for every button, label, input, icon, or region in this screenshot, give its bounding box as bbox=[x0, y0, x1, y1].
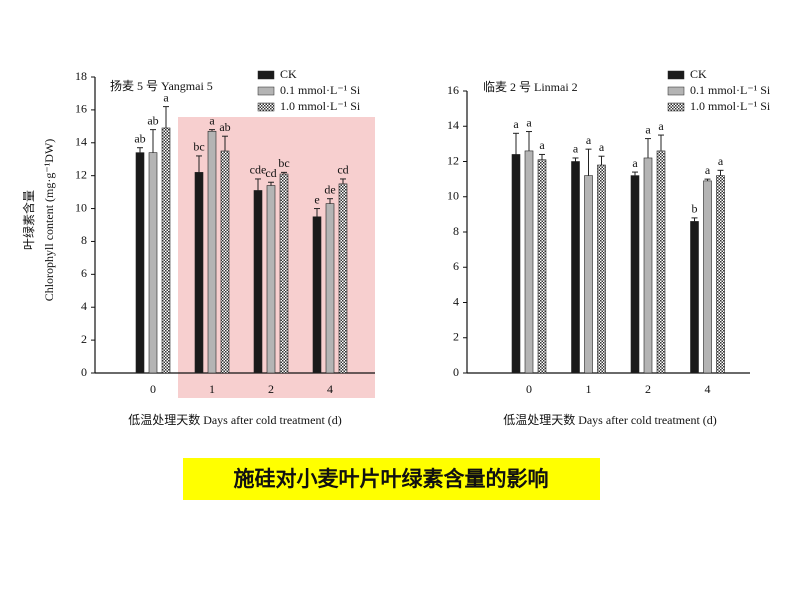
bar bbox=[511, 154, 521, 374]
bar bbox=[537, 159, 547, 374]
significance-letter: cde bbox=[250, 163, 267, 177]
significance-letter: a bbox=[513, 117, 519, 131]
bar bbox=[703, 180, 712, 374]
bar bbox=[584, 175, 593, 374]
y-tick-label: 8 bbox=[81, 233, 87, 247]
caption: 施硅对小麦叶片叶绿素含量的影响 bbox=[234, 467, 549, 491]
chart-title: 临麦 2 号 Linmai 2 bbox=[483, 80, 578, 94]
bar bbox=[207, 130, 217, 374]
significance-letter: bc bbox=[193, 140, 204, 154]
y-tick-label: 6 bbox=[81, 266, 87, 280]
y-tick-label: 16 bbox=[75, 102, 87, 116]
significance-letter: a bbox=[718, 154, 724, 168]
x-tick-label: 2 bbox=[268, 382, 274, 396]
legend-swatch bbox=[667, 86, 685, 96]
legend-label: 0.1 mmol·L⁻¹ Si bbox=[280, 83, 361, 97]
bar bbox=[338, 183, 348, 374]
legend-swatch bbox=[667, 70, 685, 80]
y-tick-label: 14 bbox=[75, 135, 87, 149]
significance-letter: bc bbox=[278, 156, 289, 170]
legend-swatch bbox=[257, 86, 275, 96]
y-tick-label: 14 bbox=[447, 118, 459, 132]
bar bbox=[656, 150, 666, 374]
bar bbox=[135, 152, 145, 374]
legend-label: 0.1 mmol·L⁻¹ Si bbox=[690, 83, 771, 97]
significance-letter: a bbox=[573, 142, 579, 156]
significance-letter: a bbox=[705, 163, 711, 177]
x-tick-label: 0 bbox=[526, 382, 532, 396]
significance-letter: a bbox=[539, 138, 545, 152]
bar bbox=[194, 172, 204, 374]
x-tick-label: 2 bbox=[645, 382, 651, 396]
y-tick-label: 6 bbox=[453, 259, 459, 273]
bar bbox=[643, 157, 653, 374]
caption-box bbox=[183, 458, 600, 500]
y-tick-label: 16 bbox=[447, 83, 459, 97]
significance-letter: ab bbox=[219, 120, 230, 134]
y-tick-label: 0 bbox=[81, 365, 87, 379]
bar bbox=[690, 221, 699, 374]
significance-letter: a bbox=[632, 156, 638, 170]
significance-letter: a bbox=[209, 113, 215, 127]
x-tick-label: 4 bbox=[327, 382, 333, 396]
significance-letter: cd bbox=[265, 166, 276, 180]
significance-letter: cd bbox=[337, 163, 348, 177]
legend-swatch bbox=[257, 102, 275, 112]
bar bbox=[597, 164, 606, 374]
y-tick-label: 10 bbox=[447, 189, 459, 203]
bar bbox=[220, 150, 230, 374]
significance-letter: a bbox=[658, 119, 664, 133]
y-tick-label: 2 bbox=[81, 332, 87, 346]
bar bbox=[253, 190, 263, 374]
legend-label: CK bbox=[690, 67, 707, 81]
significance-letter: a bbox=[599, 140, 605, 154]
significance-letter: de bbox=[324, 182, 335, 196]
bar bbox=[279, 173, 289, 374]
y-tick-label: 4 bbox=[81, 299, 87, 313]
y-axis-label: Chlorophyll content (mg·g⁻¹DW) bbox=[42, 139, 56, 302]
bar bbox=[524, 150, 534, 374]
bar bbox=[571, 161, 580, 374]
y-tick-label: 18 bbox=[75, 69, 87, 83]
bar bbox=[161, 127, 171, 374]
bar bbox=[312, 216, 322, 374]
legend-label: 1.0 mmol·L⁻¹ Si bbox=[280, 99, 361, 113]
y-tick-label: 12 bbox=[447, 153, 459, 167]
y-tick-label: 12 bbox=[75, 167, 87, 181]
x-axis-label: 低温处理天数 Days after cold treatment (d) bbox=[128, 412, 342, 427]
legend-label: 1.0 mmol·L⁻¹ Si bbox=[690, 99, 771, 113]
y-tick-label: 10 bbox=[75, 200, 87, 214]
bar bbox=[716, 175, 725, 374]
significance-letter: a bbox=[526, 115, 532, 129]
x-axis-label: 低温处理天数 Days after cold treatment (d) bbox=[503, 412, 717, 427]
y-tick-label: 4 bbox=[453, 294, 459, 308]
bar bbox=[630, 175, 640, 374]
legend-swatch bbox=[257, 70, 275, 80]
legend-swatch bbox=[667, 102, 685, 112]
chart-title: 扬麦 5 号 Yangmai 5 bbox=[110, 78, 213, 93]
significance-letter: e bbox=[314, 192, 319, 206]
x-tick-label: 0 bbox=[150, 382, 156, 396]
significance-letter: a bbox=[645, 122, 651, 136]
significance-letter: b bbox=[692, 202, 698, 216]
significance-letter: ab bbox=[134, 131, 145, 145]
y-tick-label: 2 bbox=[453, 330, 459, 344]
legend-label: CK bbox=[280, 67, 297, 81]
significance-letter: ab bbox=[147, 113, 158, 127]
significance-letter: a bbox=[586, 133, 592, 147]
x-tick-label: 1 bbox=[586, 382, 592, 396]
x-tick-label: 4 bbox=[705, 382, 711, 396]
bar bbox=[325, 203, 335, 374]
bar bbox=[266, 185, 276, 374]
x-tick-label: 1 bbox=[209, 382, 215, 396]
y-axis-label: 叶绿素含量 bbox=[21, 190, 36, 250]
y-tick-label: 0 bbox=[453, 365, 459, 379]
bar bbox=[148, 152, 158, 374]
significance-letter: a bbox=[163, 90, 169, 104]
y-tick-label: 8 bbox=[453, 224, 459, 238]
